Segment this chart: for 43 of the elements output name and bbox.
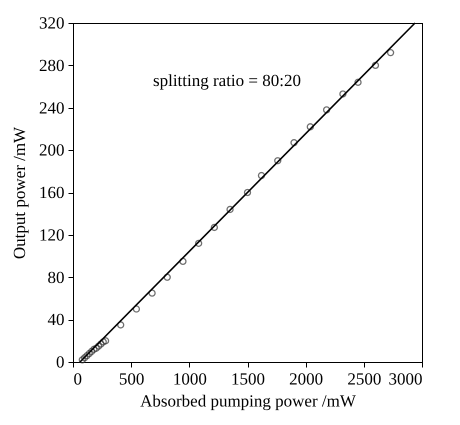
point [226,206,234,214]
x-tick-label: 1500 [231,370,265,388]
point [78,356,86,364]
x-tick-label: 500 [118,370,144,388]
x-tick-label: 2500 [347,370,382,388]
point [306,123,314,130]
x-tick-label: 3000 [388,370,422,388]
y-tick-label: 280 [39,56,64,75]
y-tick-label: 240 [39,98,64,118]
point [244,188,252,196]
point [274,157,282,164]
point [386,49,394,56]
point [372,62,380,70]
point [210,224,218,232]
point [258,172,266,180]
point [354,78,362,86]
y-axis-title: Output power /mW [10,126,29,260]
point [322,106,330,114]
point [86,350,93,358]
point [132,305,140,313]
point [148,289,156,297]
y-tick-label: 40 [48,310,64,330]
point [83,352,91,360]
point [164,274,171,281]
point [339,90,347,98]
y-tick-label: 200 [39,140,64,160]
x-axis-title: Absorbed pumping power /mW [140,392,357,410]
y-tick-label: 80 [48,268,64,287]
y-tick-label: 320 [39,14,64,32]
point [117,321,124,329]
point [194,240,202,247]
point [179,258,187,266]
x-tick-label: 1000 [172,370,207,388]
point [92,344,100,352]
y-tick-label: 160 [39,183,64,202]
point [80,354,88,362]
point [290,139,298,146]
y-tick-label: 120 [39,225,64,244]
y-tick-label: 0 [56,352,64,372]
point [100,338,107,346]
x-tick-label: 2000 [289,370,324,388]
annotation: splitting ratio = 80:20 [153,71,301,90]
x-tick-label: 0 [74,370,82,388]
